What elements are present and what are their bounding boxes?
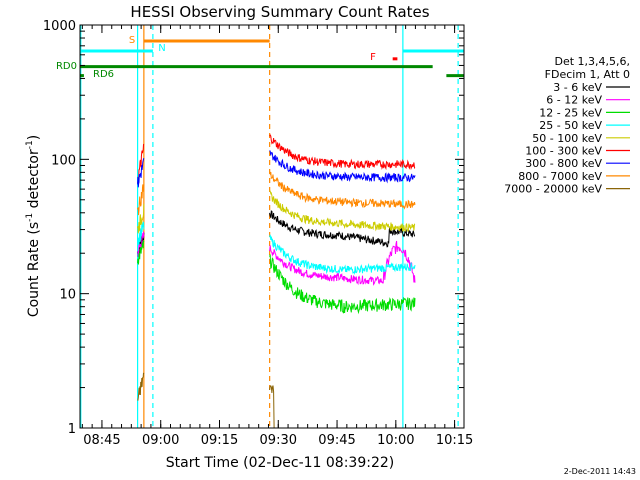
series-line-segment-2	[269, 150, 416, 184]
series-line-segment-1	[137, 240, 145, 265]
legend-label: 12 - 25 keV	[539, 106, 602, 119]
legend-label: 3 - 6 keV	[553, 81, 602, 94]
legend-label: 100 - 300 keV	[525, 145, 602, 158]
series-line-segment-1	[137, 221, 145, 247]
y-axis: 1 10 100 1000	[43, 19, 464, 437]
y-axis-label-end: )	[26, 135, 42, 140]
series-line-segment-1	[137, 203, 145, 234]
legend-label: 7000 - 20000 keV	[504, 183, 602, 196]
x-tick-label: 09:45	[318, 433, 355, 448]
series-line-segment-2	[269, 133, 416, 171]
flag-label-rd0: RD0	[56, 61, 77, 72]
flag-label-s: S	[129, 35, 135, 46]
series-line-segment-1	[137, 231, 145, 258]
series-line-segment-2	[269, 171, 416, 210]
x-tick-label: 09:15	[201, 433, 238, 448]
y-axis-label: Count Rate (s-1 detector-1)	[25, 135, 42, 317]
series-300-800kev	[137, 150, 416, 188]
series-50-100kev	[137, 190, 416, 234]
y-tick-label: 1	[68, 422, 76, 437]
flag-label-n: N	[158, 43, 165, 54]
chart-title: HESSI Observing Summary Count Rates	[130, 3, 429, 21]
flag-label-rd6: RD6	[93, 69, 114, 80]
series-800-7000kev	[137, 171, 416, 216]
series-line-segment-1	[137, 372, 145, 401]
legend-header-1: Det 1,3,4,5,6,	[554, 55, 630, 68]
y-axis-label-sup1: -1	[25, 213, 35, 222]
y-tick-label: 100	[51, 153, 76, 168]
y-axis-label-mid: detector	[26, 149, 42, 213]
plot-frame	[79, 24, 465, 429]
plot-area	[80, 25, 464, 429]
x-axis: 08:45 09:00 09:15 09:30 09:45 10:00 10:15	[81, 25, 473, 448]
series-line-segment-2	[269, 385, 415, 429]
series-line-segment-2	[269, 190, 416, 232]
legend-label: 25 - 50 keV	[539, 119, 602, 132]
x-tick-label: 09:30	[260, 433, 297, 448]
x-tick-label: 09:00	[142, 433, 179, 448]
series-line-segment-2	[269, 254, 416, 315]
y-axis-label-sup2: -1	[25, 140, 35, 149]
series-line-segment-1	[137, 157, 145, 188]
series-12-25kev	[137, 240, 416, 315]
x-tick-label: 10:00	[377, 433, 414, 448]
x-axis-label: Start Time (02-Dec-11 08:39:22)	[166, 455, 394, 471]
legend-label: 800 - 7000 keV	[518, 170, 602, 183]
series-line-segment-2	[269, 234, 416, 276]
series-25-50kev	[137, 221, 416, 276]
legend-label: 50 - 100 keV	[532, 132, 602, 145]
series-line-segment-2	[269, 210, 416, 248]
x-tick-label: 10:15	[436, 433, 473, 448]
y-tick-label: 1000	[43, 19, 76, 34]
series-6-12kev	[137, 231, 416, 286]
series-line-segment-2	[269, 240, 416, 286]
legend: Det 1,3,4,5,6, FDecim 1, Att 0 3 - 6 keV…	[504, 55, 630, 196]
series-line-segment-1	[137, 184, 145, 216]
legend-header-2: FDecim 1, Att 0	[545, 68, 630, 81]
y-tick-label: 10	[59, 288, 76, 303]
timestamp: 2-Dec-2011 14:43	[564, 467, 636, 476]
flag-label-f: F	[370, 52, 376, 63]
series-7000-20000kev	[137, 372, 415, 429]
y-axis-label-main: Count Rate (s	[26, 222, 42, 317]
legend-label: 6 - 12 keV	[546, 94, 602, 107]
legend-label: 300 - 800 keV	[525, 157, 602, 170]
x-tick-label: 08:45	[83, 433, 120, 448]
